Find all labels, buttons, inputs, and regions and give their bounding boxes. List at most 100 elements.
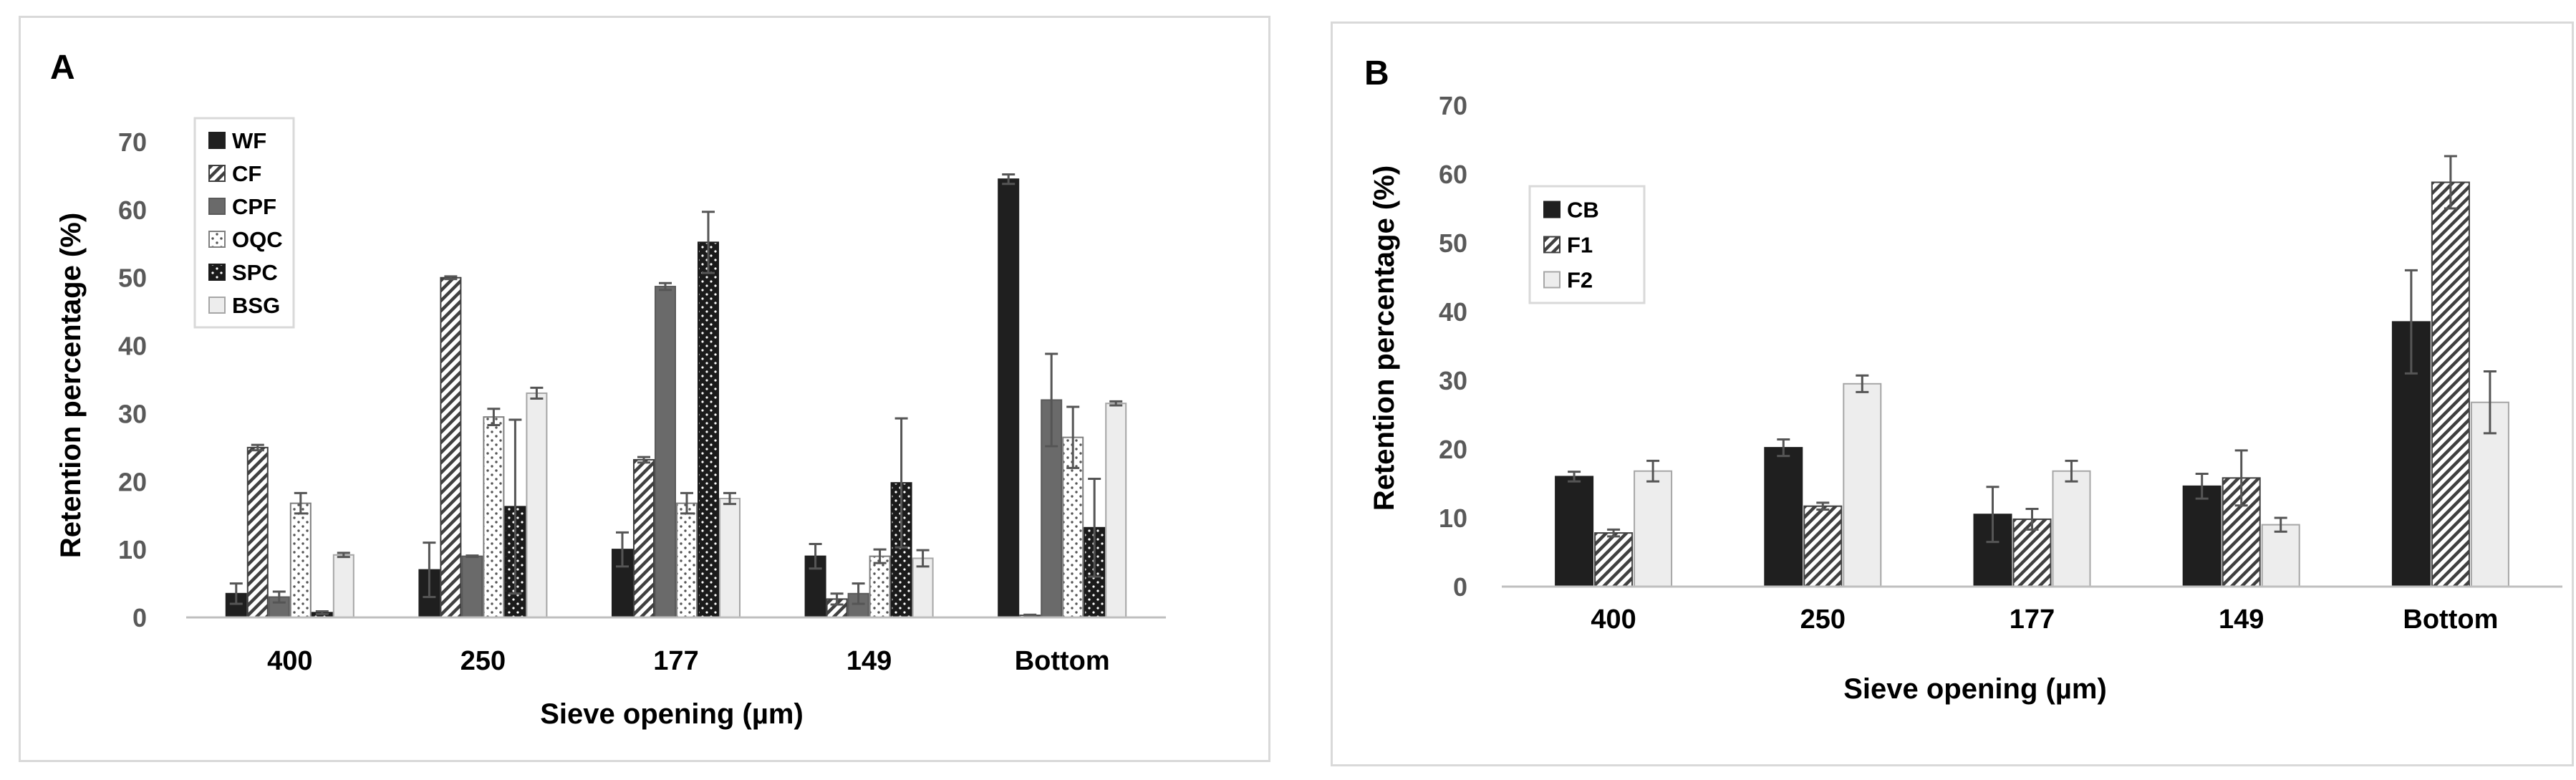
b-bar-f2-250: [1843, 382, 1882, 587]
b-error-bar-cb-bottom: [2404, 269, 2418, 375]
panel-a-y-axis-title: Retention percentage (%): [55, 213, 87, 558]
a-bar-cf-250: [440, 276, 462, 618]
b-error-bar-f2-bottom: [2483, 370, 2497, 435]
a-x-tick-label: 400: [267, 646, 312, 676]
b-x-tick-label: 177: [2010, 605, 2055, 635]
a-legend-label-bsg: BSG: [232, 293, 280, 318]
b-bar-cb-400: [1555, 476, 1594, 588]
a-error-bar-spc-177: [702, 211, 715, 274]
b-error-bar-f2-149: [2274, 516, 2287, 533]
a-error-bar-wf-149: [809, 543, 822, 570]
a-error-bar-spc-bottom: [1088, 477, 1101, 578]
panel-b-plot: 0 10 20 30 40 50 60 70 400 250 177 149 Bottom CB F1 F2: [1439, 91, 2562, 635]
a-error-bar-oqc-bottom: [1066, 405, 1080, 469]
b-error-bar-cb-149: [2195, 473, 2209, 500]
b-y-tick-label: 30: [1439, 366, 1467, 395]
a-bar-cpf-250: [461, 555, 483, 619]
b-x-tick-label: 400: [1591, 605, 1636, 635]
b-error-bar-f1-149: [2234, 449, 2248, 507]
a-bar-bsg-250: [526, 392, 548, 618]
a-y-tick-label: 20: [118, 467, 147, 496]
a-y-tick-label: 10: [118, 535, 147, 564]
b-legend: CB F1 F2: [1528, 185, 1646, 304]
b-error-bar-f1-250: [1816, 501, 1830, 511]
b-y-tick-label: 20: [1439, 435, 1467, 464]
a-error-bar-cpf-149: [852, 582, 865, 605]
a-error-bar-cf-149: [830, 592, 844, 606]
a-y-tick-label: 40: [118, 332, 147, 361]
b-legend-label-f2: F2: [1567, 268, 1593, 293]
b-error-bar-f2-250: [1856, 374, 1869, 393]
b-y-tick-label: 70: [1439, 91, 1467, 120]
a-error-bar-cpf-bottom: [1045, 352, 1058, 448]
b-error-bar-cb-250: [1777, 438, 1790, 458]
a-legend-label-spc: SPC: [232, 260, 278, 285]
panel-b: [1331, 21, 2574, 766]
a-y-tick-label: 50: [118, 264, 147, 293]
a-x-tick-label: 177: [653, 646, 698, 676]
b-bar-cb-149: [2182, 485, 2222, 588]
a-error-bar-bsg-bottom: [1109, 400, 1123, 407]
a-bar-bsg-400: [332, 554, 354, 619]
panel-a-plot: 0 10 20 30 40 50 60 70 400 250 177 149 Bottom WF CF CPF…: [118, 117, 1166, 676]
a-y-tick-label: 70: [118, 127, 147, 157]
a-error-bar-bsg-149: [916, 549, 930, 568]
b-error-bar-cb-177: [1986, 486, 1999, 544]
a-bar-cpf-177: [655, 286, 676, 618]
b-bar-f2-177: [2052, 470, 2091, 587]
a-error-bar-wf-250: [423, 541, 436, 599]
a-error-bar-spc-250: [508, 418, 522, 595]
a-y-tick-label: 0: [132, 603, 147, 632]
a-legend-box: [193, 117, 295, 329]
a-bar-wf-bottom: [998, 178, 1020, 618]
b-error-bar-cb-400: [1568, 471, 1581, 483]
b-legend-label-f1: F1: [1567, 233, 1593, 258]
a-error-bar-cf-177: [637, 456, 650, 464]
a-error-bar-bsg-400: [337, 552, 350, 559]
b-y-tick-label: 60: [1439, 160, 1467, 189]
a-legend-swatch-oqc: [208, 231, 226, 248]
b-bar-f1-400: [1594, 532, 1634, 587]
b-legend-swatch-f2: [1543, 271, 1560, 289]
b-y-tick-label: 40: [1439, 297, 1467, 327]
panel-b-x-axis-title: Sieve opening (µm): [1843, 673, 2107, 705]
a-bar-oqc-177: [676, 502, 698, 619]
a-bar-oqc-250: [483, 416, 505, 619]
b-error-bar-f1-177: [2025, 508, 2039, 531]
a-error-bar-wf-bottom: [1002, 173, 1016, 186]
a-bar-cf-400: [246, 446, 269, 618]
b-legend-swatch-cb: [1543, 201, 1560, 218]
a-legend-label-wf: WF: [232, 128, 266, 153]
a-error-bar-spc-400: [315, 610, 329, 615]
a-error-bar-cf-250: [444, 275, 458, 281]
a-y-tick-label: 60: [118, 196, 147, 225]
b-bar-f2-149: [2261, 524, 2300, 587]
a-bar-spc-177: [698, 241, 719, 619]
b-legend-swatch-f1: [1543, 236, 1560, 254]
a-legend-label-oqc: OQC: [232, 227, 283, 252]
b-error-bar-f2-177: [2065, 459, 2078, 483]
a-bar-oqc-400: [289, 502, 312, 619]
a-legend-label-cpf: CPF: [232, 194, 276, 219]
a-x-tick-label: 149: [846, 646, 892, 676]
a-y-tick-label: 30: [118, 399, 147, 428]
a-legend: WF CF CPF OQC SPC BSG: [193, 117, 295, 329]
a-error-bar-bsg-250: [530, 386, 544, 400]
b-y-tick-label: 0: [1453, 572, 1467, 602]
a-error-bar-cpf-177: [659, 281, 672, 292]
b-legend-label-cb: CB: [1567, 198, 1599, 223]
b-error-bar-f1-400: [1607, 528, 1621, 538]
a-error-bar-oqc-400: [294, 491, 307, 515]
b-y-tick-label: 10: [1439, 504, 1467, 533]
a-legend-label-cf: CF: [232, 161, 261, 186]
b-error-bar-f2-400: [1646, 459, 1660, 483]
b-bar-f1-250: [1803, 505, 1843, 587]
b-bar-cb-250: [1764, 447, 1803, 588]
a-error-bar-wf-177: [616, 531, 629, 568]
a-error-bar-wf-400: [229, 582, 243, 605]
b-x-tick-label: 149: [2219, 605, 2264, 635]
a-error-bar-oqc-177: [680, 491, 693, 515]
a-legend-swatch-spc: [208, 264, 226, 281]
a-bar-oqc-149: [869, 555, 891, 619]
